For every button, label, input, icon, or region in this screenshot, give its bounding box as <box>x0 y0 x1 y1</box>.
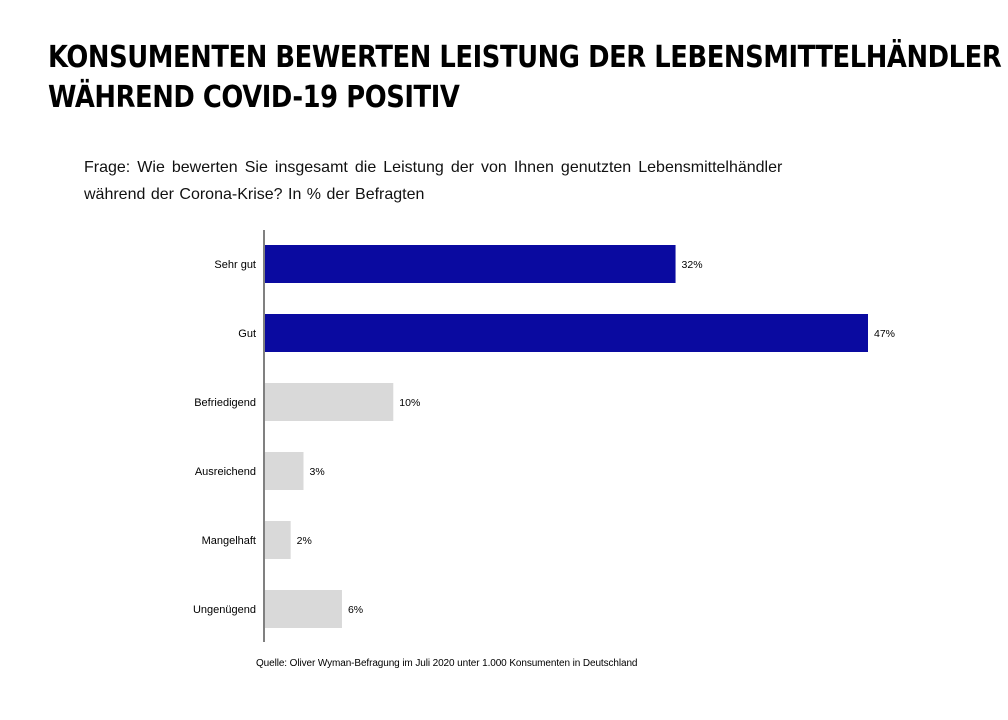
survey-question: Frage: Wie bewerten Sie insgesamt die Le… <box>84 154 904 208</box>
value-label-gut: 47% <box>874 328 895 340</box>
category-label-befriedigend: Befriedigend <box>194 397 256 409</box>
category-label-ungenuegend: Ungenügend <box>193 604 256 616</box>
category-label-gut: Gut <box>238 328 256 340</box>
value-label-sehr-gut: 32% <box>682 259 703 271</box>
survey-question-line-2: während der Corona-Krise? In % der Befra… <box>84 186 425 203</box>
category-label-mangelhaft: Mangelhaft <box>202 535 256 547</box>
chart-title-line-2: WÄHREND COVID-19 POSITIV <box>48 80 460 115</box>
chart-title-line-1: KONSUMENTEN BEWERTEN LEISTUNG DER LEBENS… <box>48 40 1002 75</box>
bar-ausreichend <box>265 452 304 490</box>
value-label-ausreichend: 3% <box>309 466 324 478</box>
bar-gut <box>265 314 868 352</box>
category-label-ausreichend: Ausreichend <box>195 466 256 478</box>
bar-ungenuegend <box>265 590 342 628</box>
value-label-befriedigend: 10% <box>399 397 420 409</box>
bar-befriedigend <box>265 383 394 421</box>
value-label-ungenuegend: 6% <box>348 604 363 616</box>
bar-sehr-gut <box>265 245 676 283</box>
source-note: Quelle: Oliver Wyman-Befragung im Juli 2… <box>256 658 638 669</box>
chart-title: KONSUMENTEN BEWERTEN LEISTUNG DER LEBENS… <box>48 38 1002 118</box>
category-label-sehr-gut: Sehr gut <box>214 259 256 271</box>
bar-mangelhaft <box>265 521 291 559</box>
value-label-mangelhaft: 2% <box>297 535 312 547</box>
survey-question-line-1: Frage: Wie bewerten Sie insgesamt die Le… <box>84 159 783 176</box>
